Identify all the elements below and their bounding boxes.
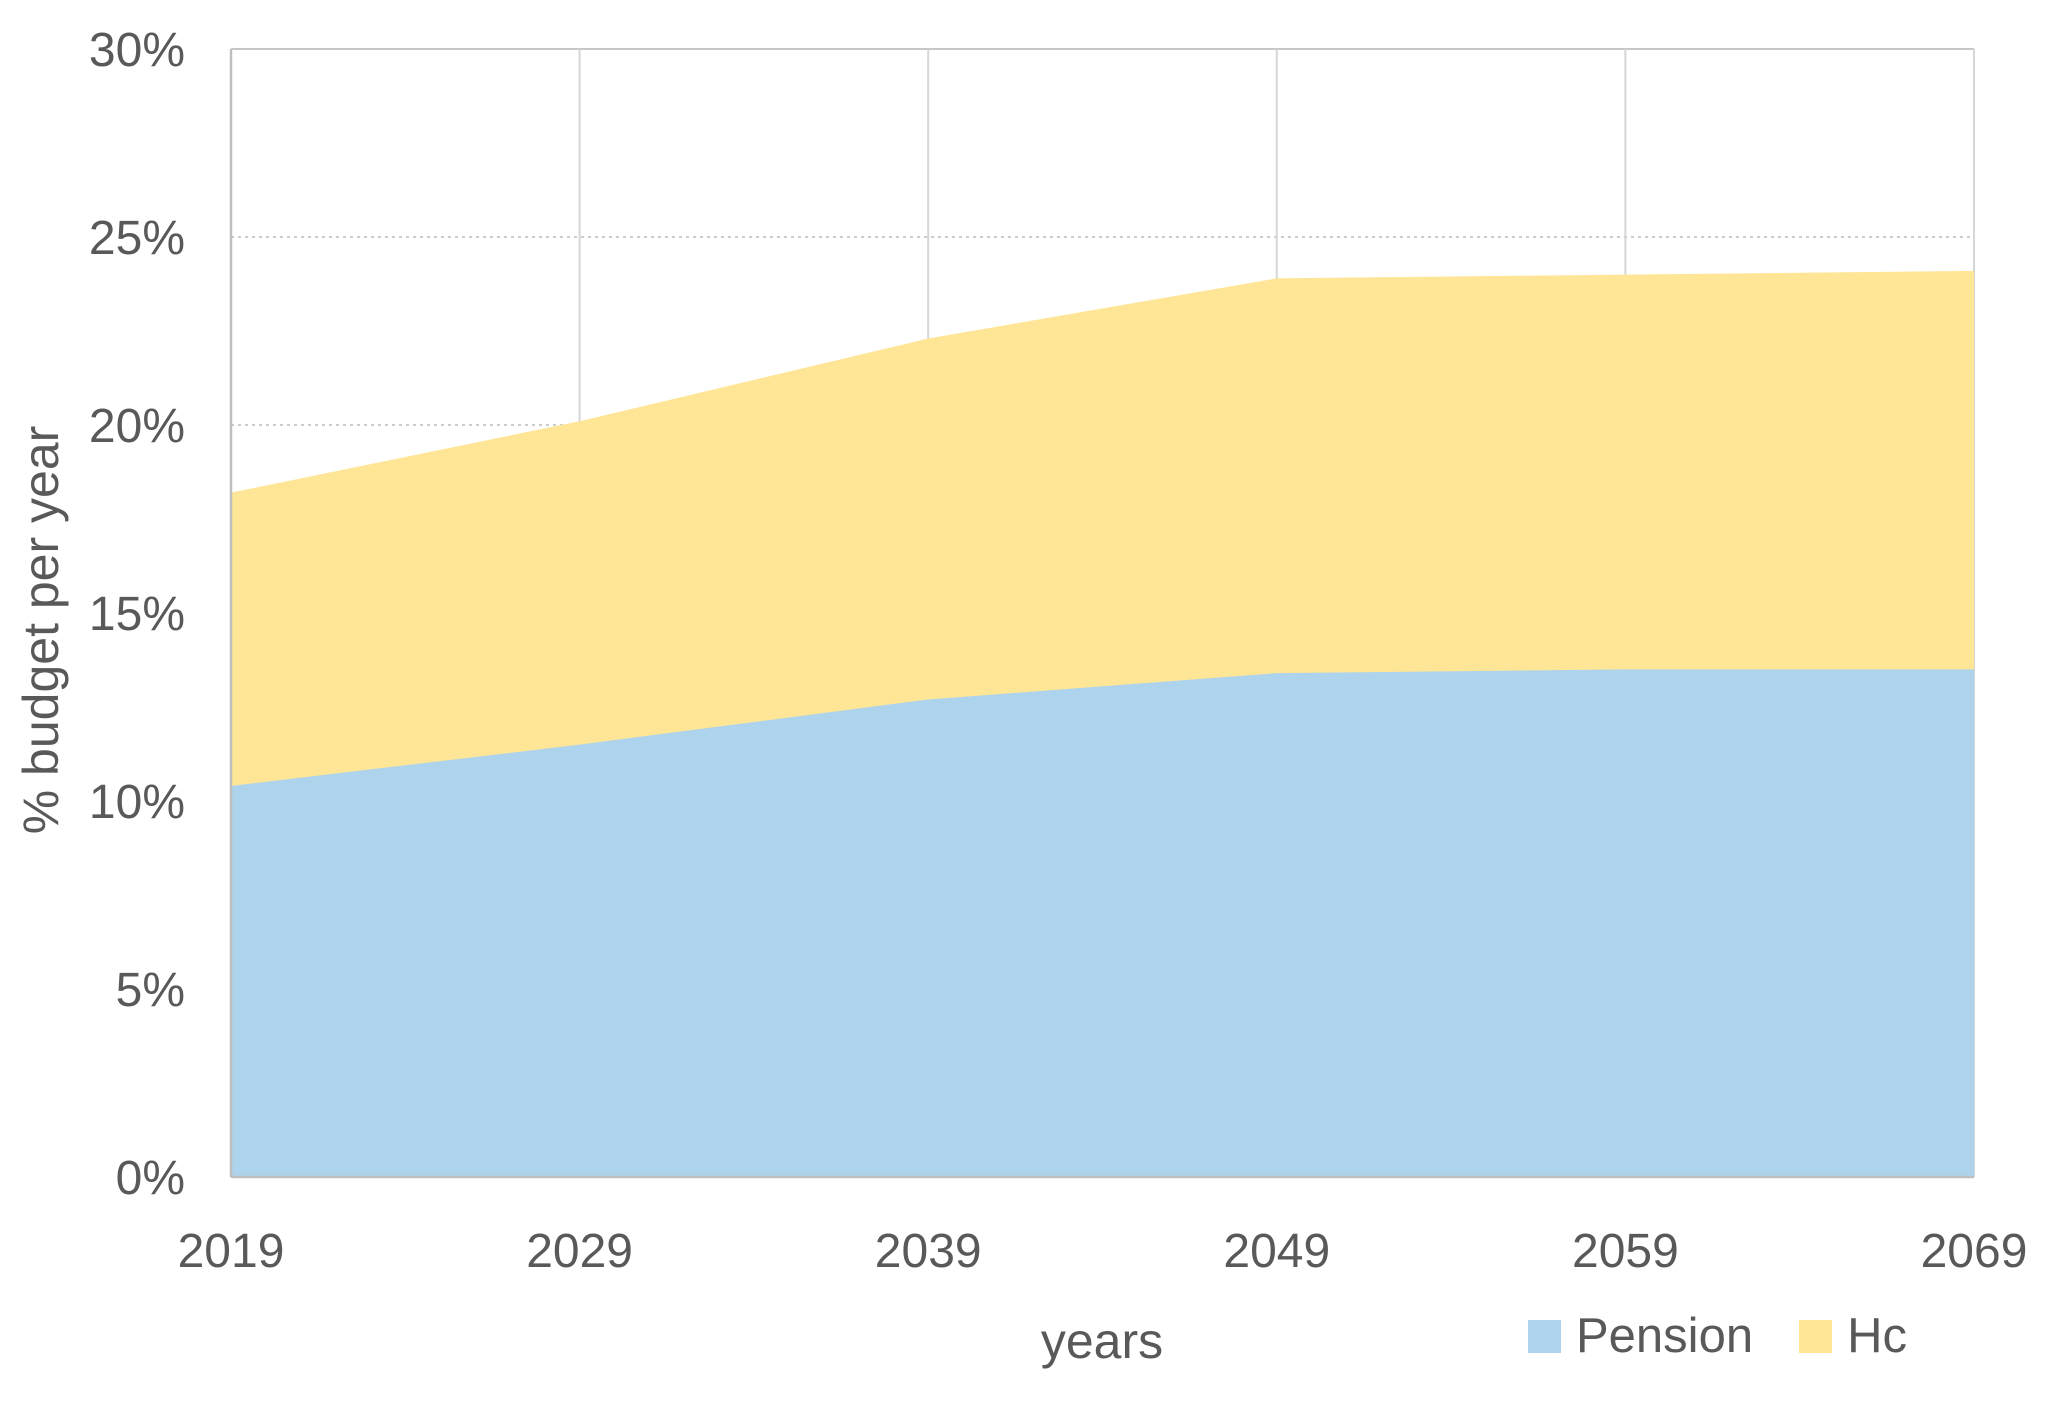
legend-label-hc: Hc	[1847, 1309, 1907, 1363]
y-tick-label-0%: 0%	[116, 1152, 185, 1205]
legend-item-hc: Hc	[1799, 1312, 1907, 1361]
y-tick-label-30%: 30%	[89, 24, 185, 77]
y-tick-label-20%: 20%	[89, 400, 185, 453]
area-pension	[231, 669, 1974, 1177]
y-tick-label-5%: 5%	[116, 964, 185, 1017]
y-tick-label-10%: 10%	[89, 776, 185, 829]
hc-legend-swatch-icon	[1799, 1320, 1833, 1353]
legend: Pension Hc	[1528, 1312, 1907, 1361]
x-tick-label-2029: 2029	[526, 1225, 633, 1278]
series-areas	[231, 270, 1974, 1178]
legend-label-pension: Pension	[1576, 1309, 1754, 1363]
legend-item-pension: Pension	[1528, 1312, 1753, 1361]
y-axis-title: % budget per year	[13, 426, 69, 835]
x-tick-label-2069: 2069	[1921, 1225, 2028, 1278]
axis-lines	[229, 49, 1974, 1179]
pension-legend-swatch-icon	[1528, 1320, 1561, 1353]
x-axis-title: years	[1041, 1313, 1163, 1369]
y-tick-label-25%: 25%	[89, 212, 185, 265]
tick-labels: 0% 5% 10% 15% 20% 25% 30% 2019 2029 2039 2049 2059 2…	[89, 24, 2027, 1278]
y-tick-label-15%: 15%	[89, 588, 185, 641]
x-tick-label-2059: 2059	[1572, 1225, 1679, 1278]
x-tick-label-2049: 2049	[1223, 1225, 1330, 1278]
x-tick-label-2039: 2039	[875, 1225, 982, 1278]
x-tick-label-2019: 2019	[178, 1225, 285, 1278]
